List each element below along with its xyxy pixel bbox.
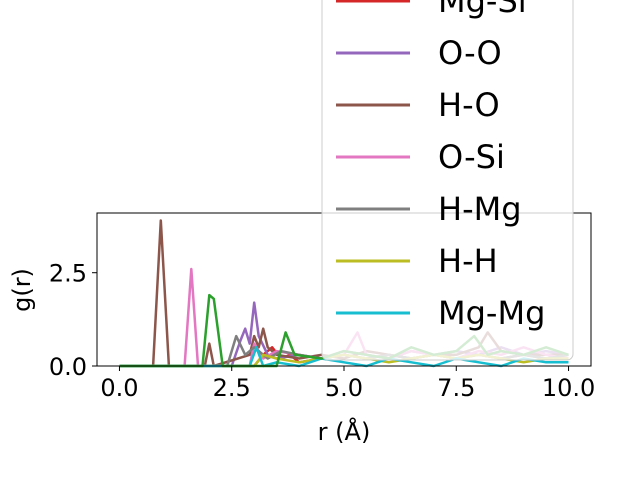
y-ticks: 0.0 2.5 [49, 260, 97, 381]
y-tick-label: 0.0 [49, 353, 87, 381]
x-axis-label: r (Å) [318, 417, 371, 446]
legend: Mg-Si O-O H-O O-Si H-Mg H-H Mg-Mg [321, 0, 574, 361]
legend-label: H-H [438, 242, 498, 280]
legend-label: Mg-Mg [438, 294, 545, 332]
x-tick-label: 10.0 [542, 374, 595, 402]
series-line-mg-mg [119, 346, 569, 368]
legend-label: O-O [438, 34, 502, 72]
x-tick-label: 0.0 [100, 374, 138, 402]
legend-label: O-Si [438, 138, 505, 176]
legend-box [321, 0, 574, 361]
legend-label: H-O [438, 86, 500, 124]
legend-label: Mg-Si [438, 0, 527, 20]
x-tick-label: 7.5 [437, 374, 475, 402]
x-ticks: 0.0 2.5 5.0 7.5 10.0 [100, 366, 595, 402]
y-axis-label: g(r) [8, 268, 36, 312]
x-tick-label: 5.0 [325, 374, 363, 402]
y-tick-label: 2.5 [49, 260, 87, 288]
x-tick-label: 2.5 [213, 374, 251, 402]
legend-label: H-Mg [438, 190, 522, 228]
